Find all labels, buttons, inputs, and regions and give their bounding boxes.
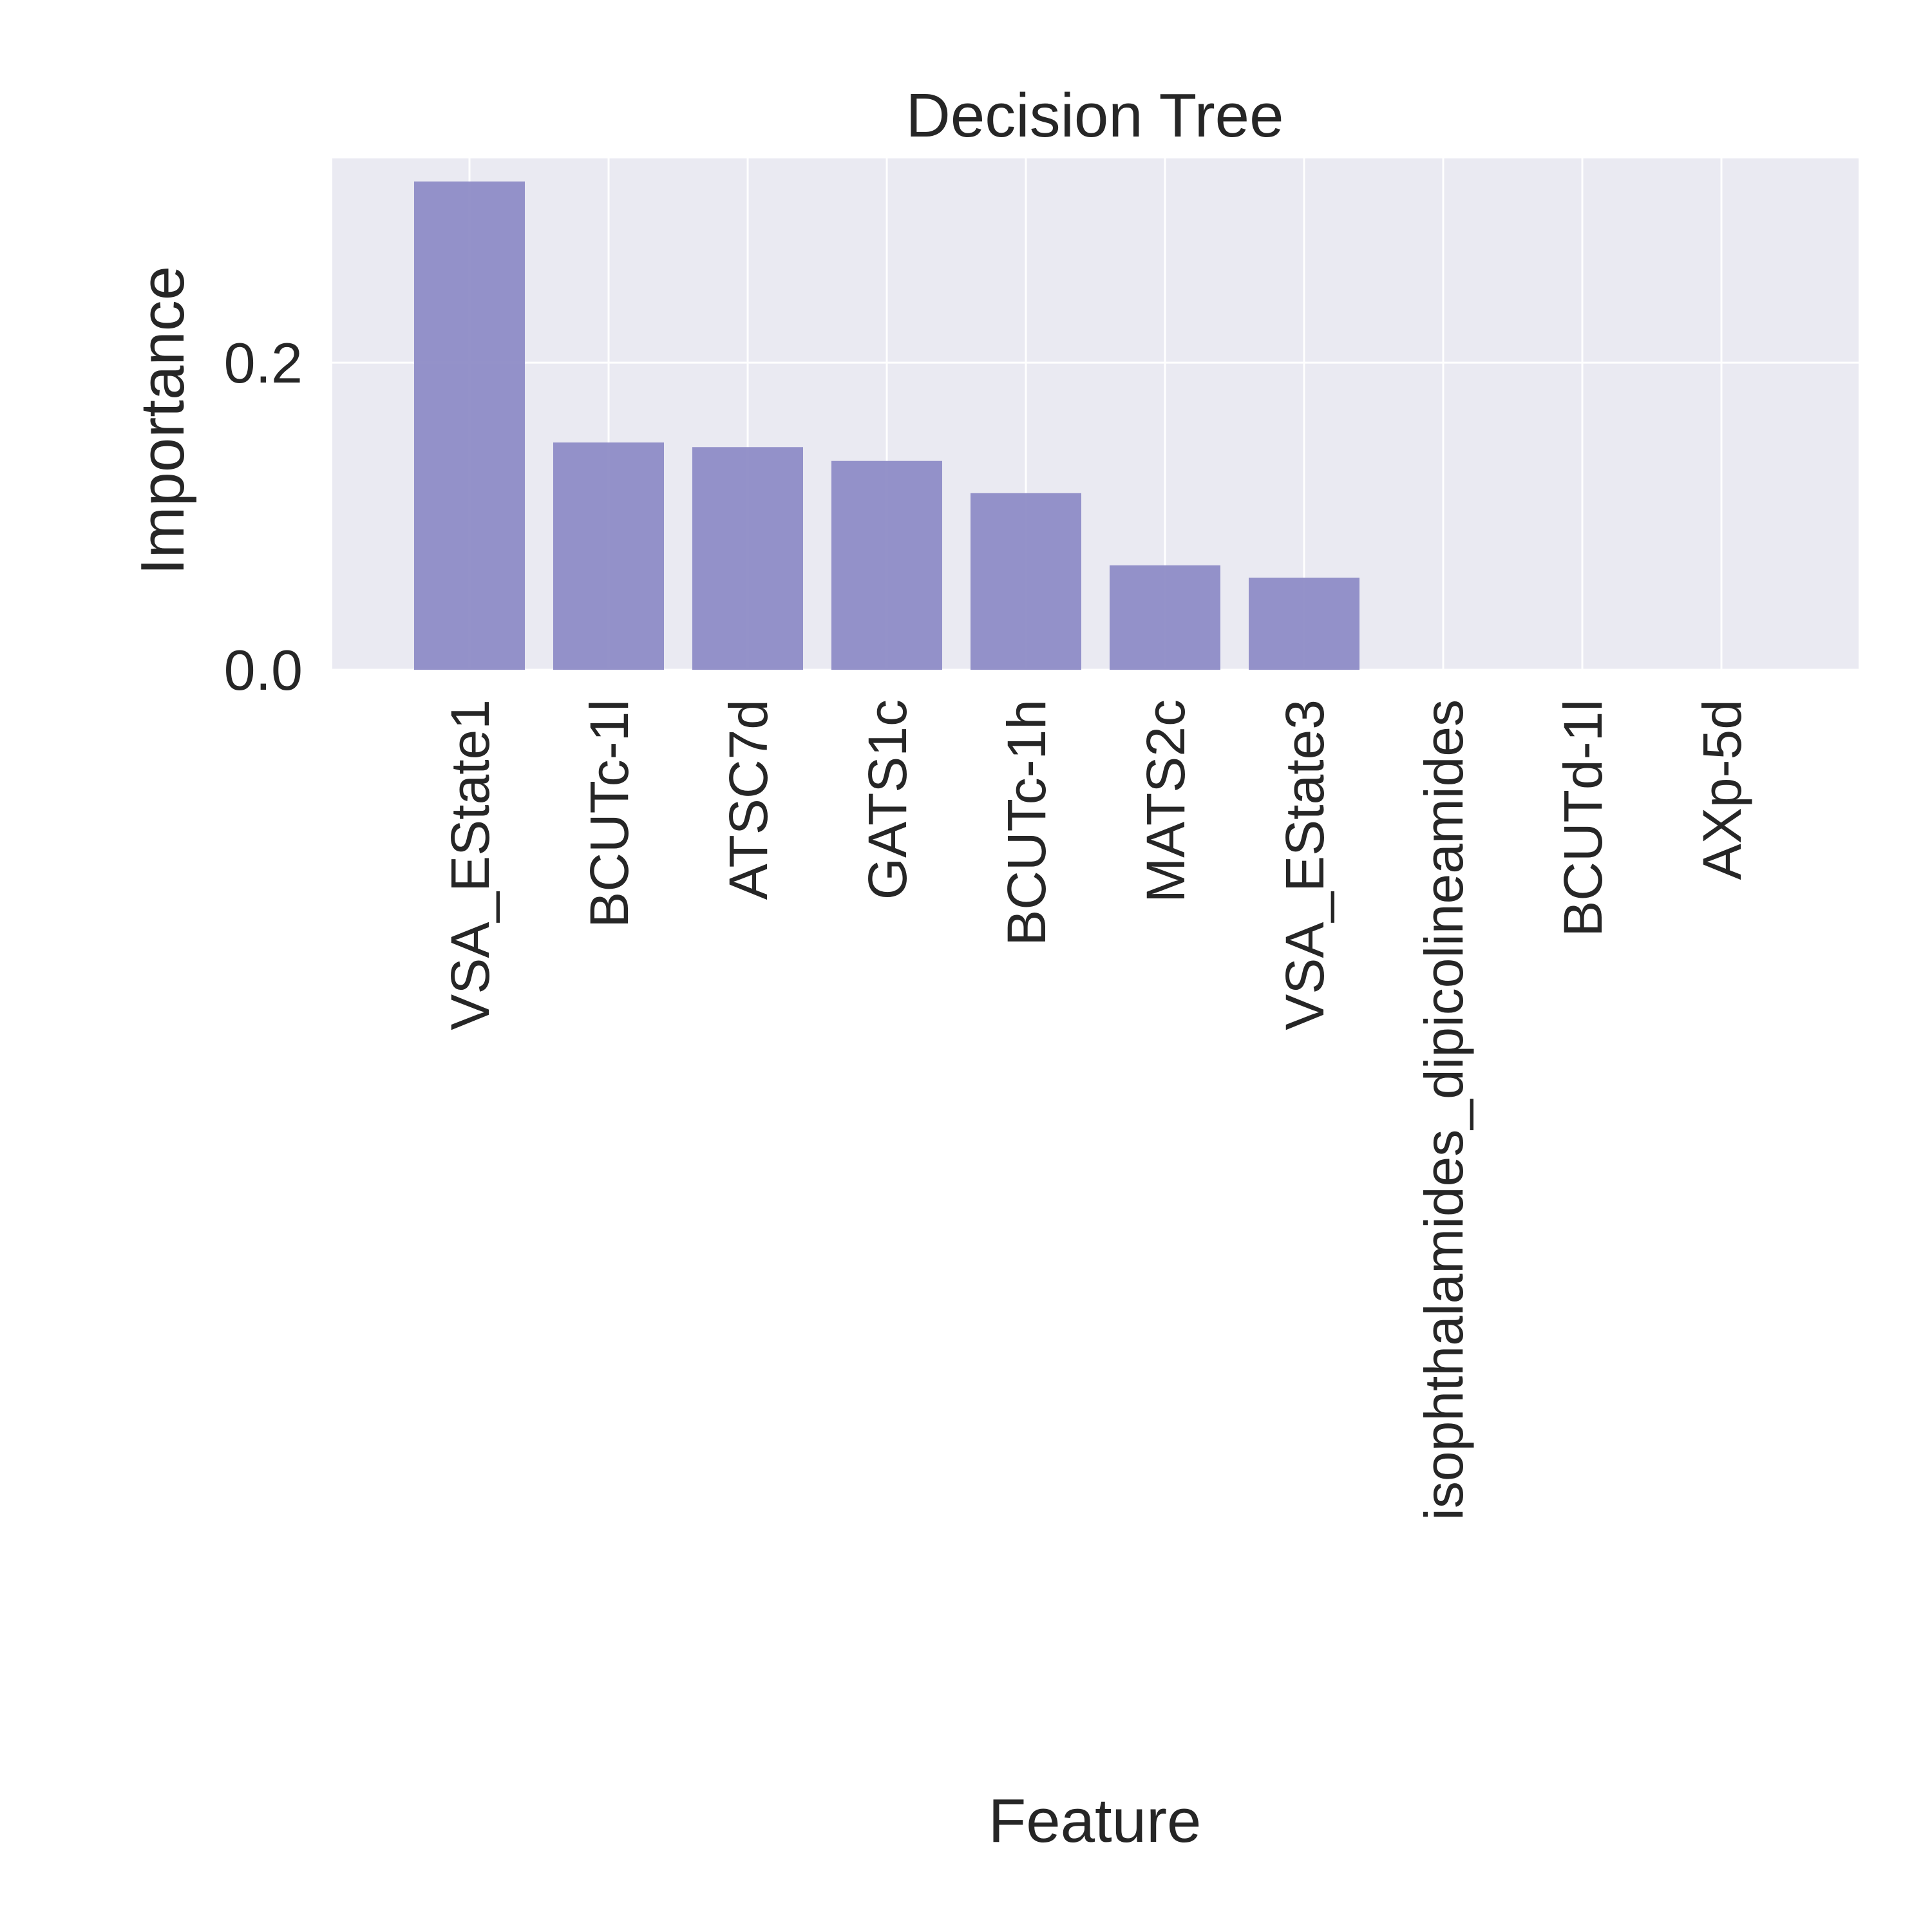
bar <box>971 493 1081 670</box>
y-tick-label: 0.2 <box>224 331 303 395</box>
bar <box>1249 577 1359 670</box>
x-tick-label: BCUTd-1l <box>1553 699 1613 937</box>
x-tick-label: VSA_EState3 <box>1274 699 1335 1030</box>
x-tick-label: VSA_EState1 <box>440 699 500 1030</box>
x-tick-label: BCUTc-1h <box>996 699 1057 946</box>
bar <box>553 442 664 670</box>
x-tick-label: MATS2c <box>1135 699 1196 903</box>
y-axis-label: Importance <box>128 266 197 575</box>
y-tick-labels: 0.0 0.2 <box>224 331 303 702</box>
x-tick-label: isophthalamides_dipicolineamides <box>1414 699 1474 1520</box>
x-axis-label: Feature <box>989 1786 1202 1855</box>
bar <box>692 447 803 670</box>
x-tick-label: ATSC7d <box>718 699 779 900</box>
x-tick-label: BCUTc-1l <box>579 699 639 928</box>
bars <box>414 181 1359 670</box>
bar <box>414 181 525 670</box>
bar <box>831 460 942 670</box>
x-tick-labels: VSA_EState1 BCUTc-1l ATSC7d GATS1c BCUTc-1h M… <box>440 699 1752 1520</box>
y-tick-label: 0.0 <box>224 638 303 702</box>
bar <box>1110 565 1220 670</box>
chart-title: Decision Tree <box>906 81 1284 150</box>
x-tick-label: AXp-5d <box>1692 699 1752 880</box>
x-tick-label: GATS1c <box>857 699 918 900</box>
